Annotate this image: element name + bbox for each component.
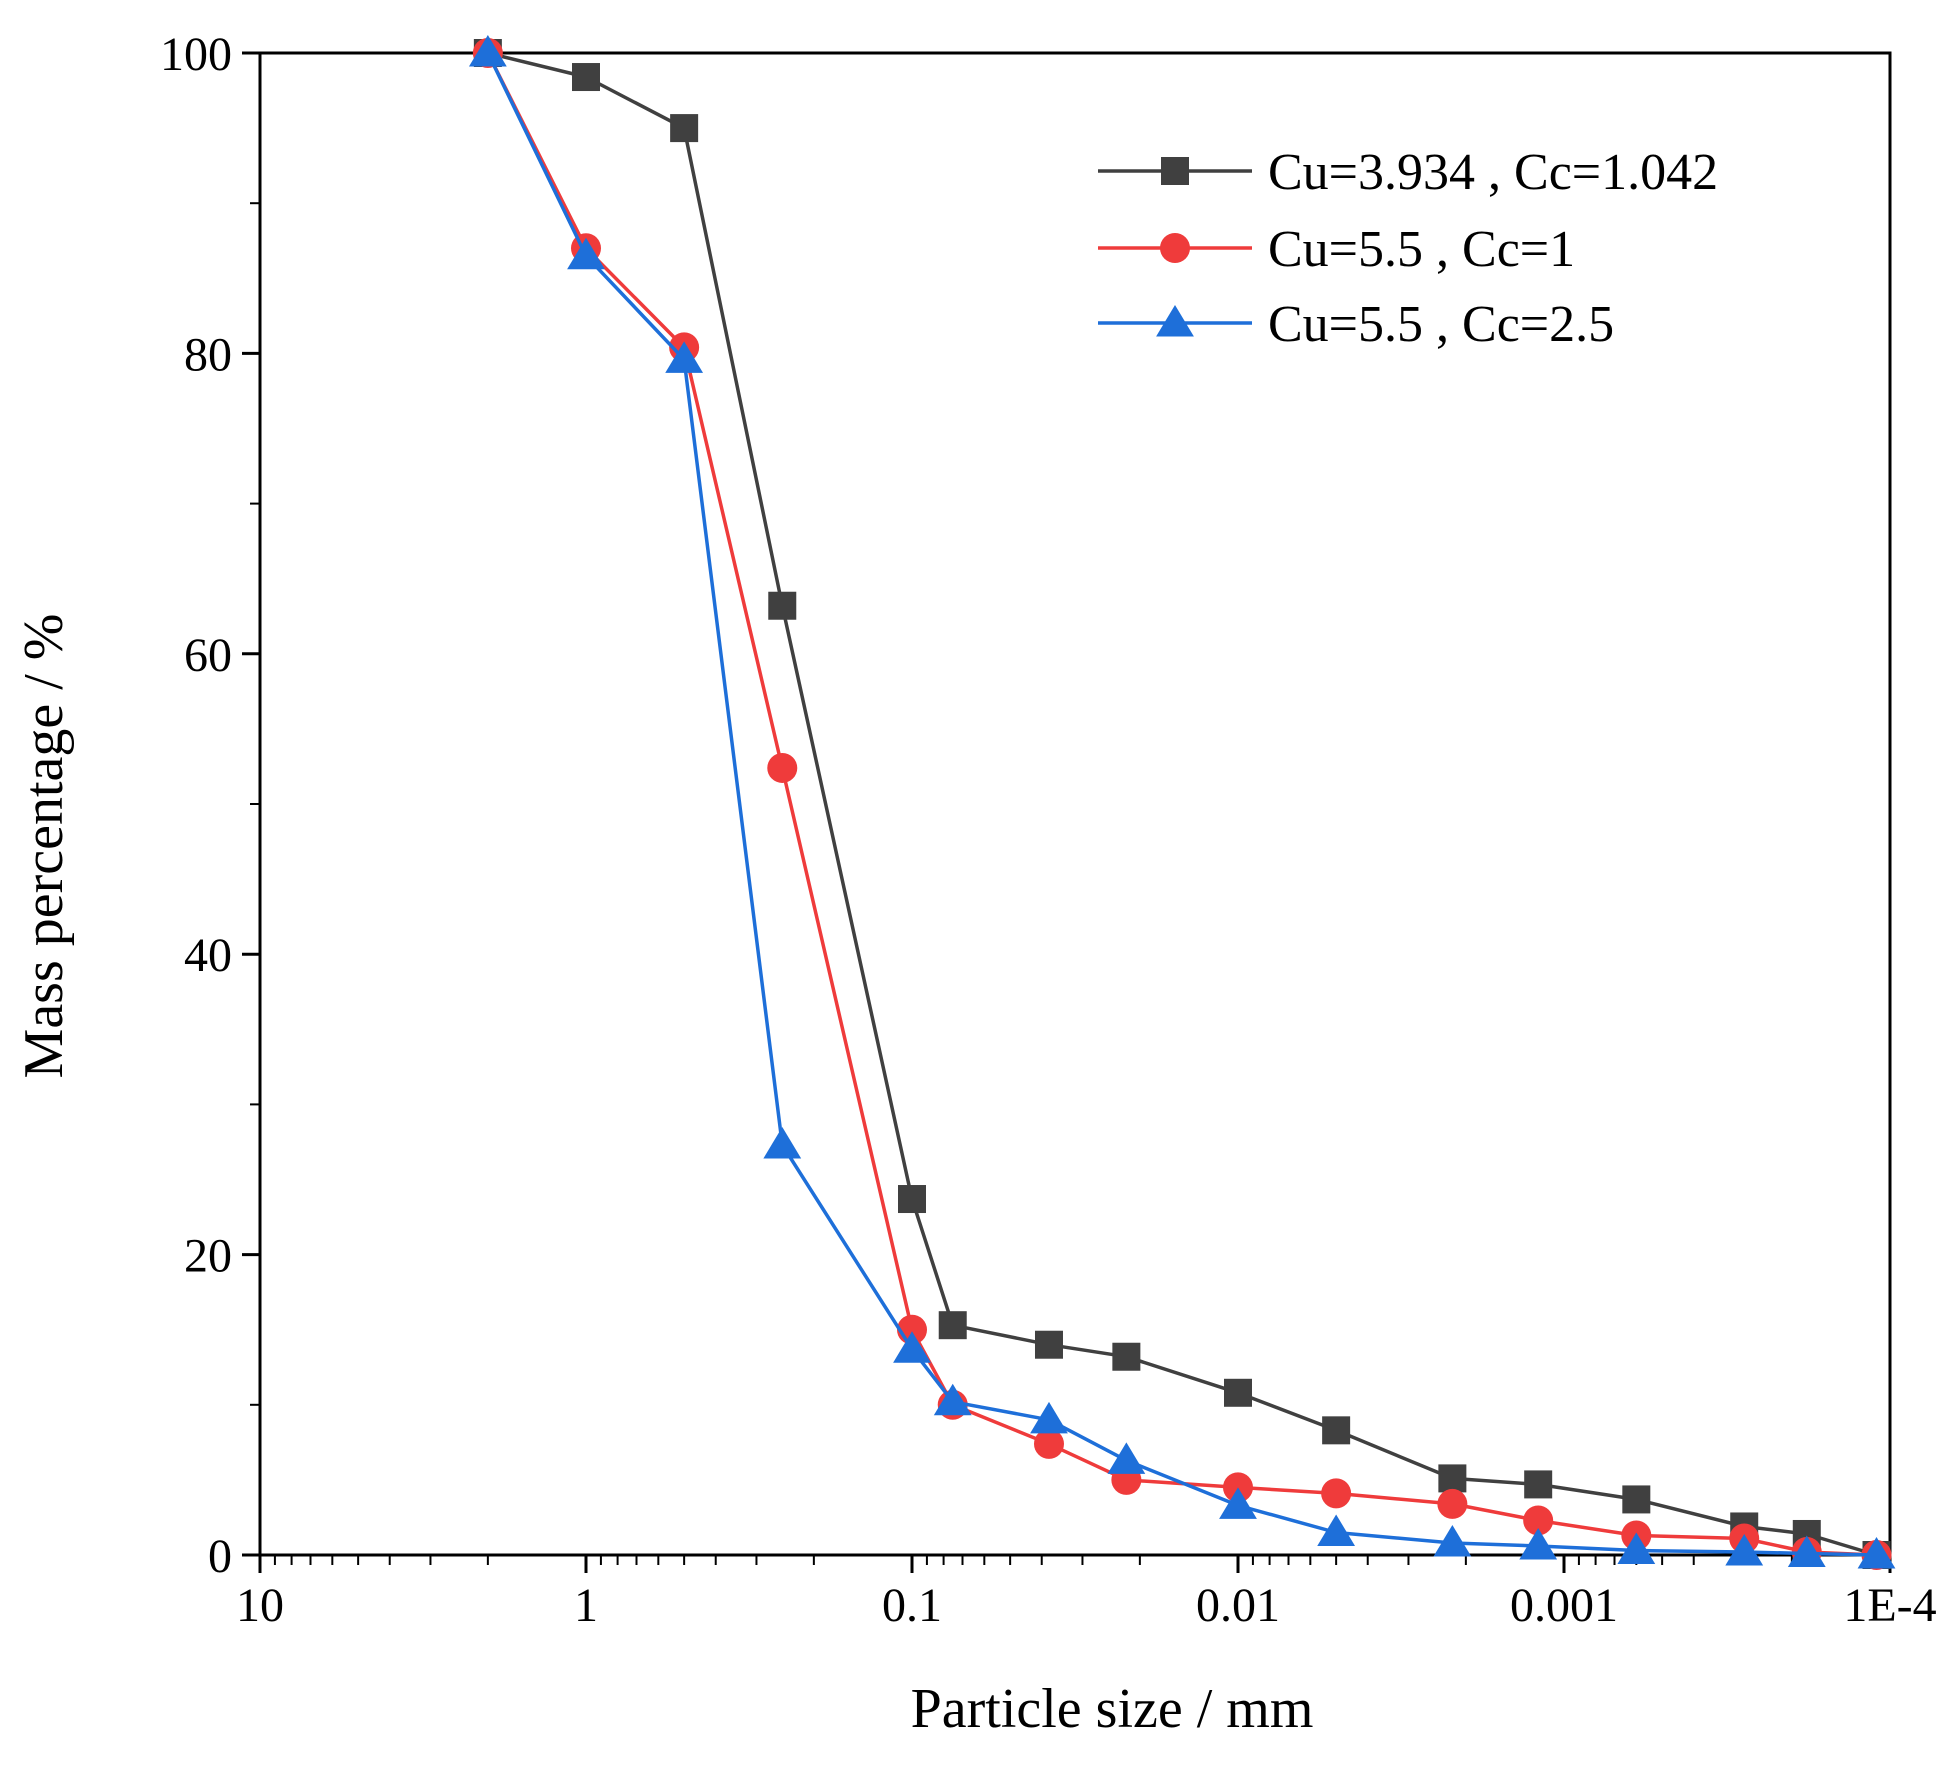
data-point bbox=[933, 1383, 972, 1416]
data-point bbox=[1112, 1342, 1141, 1371]
y-tick-label: 60 bbox=[184, 629, 232, 682]
x-tick-label: 1E-4 bbox=[1843, 1579, 1936, 1632]
data-point bbox=[1317, 1514, 1356, 1546]
data-point bbox=[1857, 1537, 1896, 1569]
x-tick-label: 0.1 bbox=[882, 1579, 942, 1632]
legend-label: Cu=5.5 , Cc=2.5 bbox=[1268, 296, 1614, 353]
data-point bbox=[1107, 1442, 1146, 1474]
data-point bbox=[1524, 1470, 1553, 1499]
data-point bbox=[1437, 1488, 1468, 1519]
data-point bbox=[1322, 1416, 1351, 1445]
legend: Cu=3.934 , Cc=1.042 Cu=5.5 , Cc=1 Cu=5.5 ,… bbox=[1098, 144, 1718, 353]
data-point bbox=[1034, 1330, 1063, 1359]
series-3 bbox=[468, 35, 1896, 1569]
data-point bbox=[1787, 1535, 1826, 1567]
data-point bbox=[1223, 1472, 1253, 1503]
data-point bbox=[1033, 1428, 1064, 1459]
legend-marker bbox=[1161, 157, 1189, 185]
y-tick-label: 20 bbox=[184, 1230, 232, 1283]
data-point bbox=[1030, 1401, 1068, 1434]
y-tick-label: 100 bbox=[160, 28, 232, 81]
data-point bbox=[1519, 1527, 1558, 1560]
data-point bbox=[768, 591, 797, 620]
data-point bbox=[898, 1185, 926, 1214]
x-axis-title: Particle size / mm bbox=[911, 1678, 1314, 1740]
legend-entry-2: Cu=5.5 , Cc=1 bbox=[1098, 221, 1575, 278]
data-point bbox=[767, 752, 798, 783]
x-tick-label: 1 bbox=[574, 1579, 598, 1632]
data-point bbox=[1622, 1485, 1651, 1514]
series-line bbox=[487, 51, 1878, 1557]
data-point bbox=[938, 1311, 967, 1340]
axes-group: 10 1 0.1 0.01 0.001 1E-4 0 20 40 60 80 100 bbox=[160, 28, 1937, 1632]
data-point bbox=[1433, 1524, 1472, 1557]
data-point bbox=[1224, 1378, 1252, 1407]
data-point bbox=[1617, 1532, 1656, 1564]
data-point bbox=[572, 63, 600, 92]
data-point bbox=[665, 341, 704, 373]
legend-marker bbox=[1156, 305, 1194, 337]
series-2 bbox=[472, 38, 1892, 1570]
y-axis-title: Mass percentage / % bbox=[13, 614, 75, 1079]
data-point bbox=[1725, 1533, 1764, 1566]
data-point bbox=[567, 237, 605, 270]
series-1 bbox=[473, 39, 1891, 1569]
plot-frame bbox=[258, 51, 1892, 1557]
data-point bbox=[468, 35, 507, 67]
y-tick-label: 0 bbox=[208, 1530, 232, 1583]
data-point bbox=[1438, 1464, 1467, 1493]
legend-label: Cu=3.934 , Cc=1.042 bbox=[1268, 144, 1718, 201]
y-tick-label: 40 bbox=[184, 929, 232, 982]
series-line bbox=[486, 52, 1877, 1557]
data-point bbox=[1321, 1478, 1352, 1509]
legend-entry-1: Cu=3.934 , Cc=1.042 bbox=[1098, 144, 1718, 201]
x-tick-label: 0.001 bbox=[1510, 1579, 1618, 1632]
y-tick-label: 80 bbox=[184, 328, 232, 381]
legend-label: Cu=5.5 , Cc=1 bbox=[1268, 221, 1575, 278]
data-point bbox=[670, 114, 699, 143]
legend-entry-3: Cu=5.5 , Cc=2.5 bbox=[1098, 296, 1614, 353]
x-tick-label: 10 bbox=[236, 1579, 284, 1632]
data-point bbox=[763, 1126, 802, 1159]
data-point bbox=[1523, 1505, 1554, 1536]
series-group bbox=[468, 35, 1896, 1570]
series-line bbox=[486, 52, 1877, 1557]
x-tick-label: 0.01 bbox=[1196, 1579, 1280, 1632]
data-point bbox=[893, 1331, 931, 1363]
data-point bbox=[1219, 1487, 1257, 1519]
legend-marker bbox=[1160, 233, 1190, 263]
